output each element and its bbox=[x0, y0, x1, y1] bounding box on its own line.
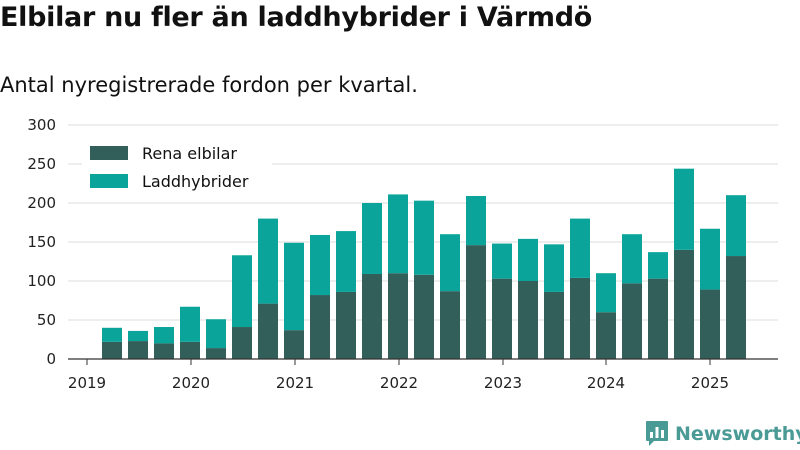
bar-rena-elbilar bbox=[310, 295, 330, 359]
bar-rena-elbilar bbox=[648, 278, 668, 359]
bar-rena-elbilar bbox=[492, 278, 512, 359]
bar-rena-elbilar bbox=[414, 274, 434, 359]
y-tick-label: 250 bbox=[27, 155, 56, 173]
brand-logo: Newsworthy bbox=[645, 420, 800, 448]
bar-laddhybrider bbox=[128, 330, 148, 342]
y-tick-label: 150 bbox=[27, 233, 56, 251]
bar-rena-elbilar bbox=[466, 245, 486, 359]
bar-rena-elbilar bbox=[362, 273, 382, 359]
bar-rena-elbilar bbox=[570, 277, 590, 359]
chart-subtitle: Antal nyregistrerade fordon per kvartal. bbox=[0, 73, 418, 97]
bar-rena-elbilar bbox=[596, 312, 616, 359]
y-tick-label: 300 bbox=[27, 116, 56, 134]
newsworthy-logo-icon bbox=[646, 421, 668, 446]
bar-laddhybrider bbox=[414, 200, 434, 275]
bar-rena-elbilar bbox=[258, 303, 278, 359]
bar-rena-elbilar bbox=[674, 249, 694, 359]
bar-laddhybrider bbox=[180, 306, 200, 342]
legend-swatch bbox=[90, 174, 128, 188]
x-tick-label: 2024 bbox=[587, 374, 625, 392]
y-axis-ticks: 0 50 100 150 200 250 300 bbox=[27, 116, 56, 368]
x-tick-label: 2023 bbox=[484, 374, 522, 392]
bar-laddhybrider bbox=[518, 238, 538, 281]
bar-rena-elbilar bbox=[388, 273, 408, 359]
bar-rena-elbilar bbox=[128, 341, 148, 359]
bar-laddhybrider bbox=[362, 203, 382, 274]
bar-laddhybrider bbox=[726, 195, 746, 257]
bar-rena-elbilar bbox=[284, 330, 304, 359]
bar-laddhybrider bbox=[466, 195, 486, 246]
bar-laddhybrider bbox=[440, 234, 460, 292]
bar-rena-elbilar bbox=[440, 291, 460, 359]
bar-laddhybrider bbox=[596, 273, 616, 313]
y-tick-label: 200 bbox=[27, 194, 56, 212]
bar-laddhybrider bbox=[388, 194, 408, 274]
bar-laddhybrider bbox=[544, 244, 564, 292]
bar-laddhybrider bbox=[258, 218, 278, 304]
x-tick-label: 2022 bbox=[380, 374, 418, 392]
x-axis-ticks: 2019 2020 2021 2022 2023 2024 2025 bbox=[68, 359, 729, 392]
legend-swatch bbox=[90, 146, 128, 160]
chart-title: Elbilar nu fler än laddhybrider i Värmdö bbox=[0, 2, 593, 33]
bar-rena-elbilar bbox=[544, 291, 564, 359]
bar-laddhybrider bbox=[492, 243, 512, 279]
bar-laddhybrider bbox=[674, 168, 694, 250]
x-tick-label: 2019 bbox=[68, 374, 106, 392]
bar-laddhybrider bbox=[284, 242, 304, 331]
bar-rena-elbilar bbox=[622, 283, 642, 359]
x-tick-label: 2020 bbox=[172, 374, 210, 392]
bar-laddhybrider bbox=[310, 234, 330, 296]
bar-rena-elbilar bbox=[232, 327, 252, 359]
bar-rena-elbilar bbox=[336, 291, 356, 359]
bar-laddhybrider bbox=[336, 231, 356, 292]
x-tick-label: 2025 bbox=[691, 374, 729, 392]
y-tick-label: 100 bbox=[27, 272, 56, 290]
bar-laddhybrider bbox=[700, 228, 720, 290]
brand-name: Newsworthy bbox=[675, 423, 800, 445]
legend: Rena elbilar Laddhybrider bbox=[82, 136, 272, 198]
bar-rena-elbilar bbox=[102, 341, 122, 359]
x-tick-label: 2021 bbox=[276, 374, 314, 392]
y-tick-label: 0 bbox=[46, 350, 56, 368]
bar-rena-elbilar bbox=[154, 343, 174, 359]
bars bbox=[102, 168, 746, 359]
bar-laddhybrider bbox=[648, 252, 668, 279]
bar-rena-elbilar bbox=[180, 341, 200, 359]
bar-laddhybrider bbox=[102, 327, 122, 342]
bar-laddhybrider bbox=[570, 218, 590, 278]
bar-laddhybrider bbox=[622, 234, 642, 284]
bar-laddhybrider bbox=[232, 255, 252, 328]
bar-rena-elbilar bbox=[726, 256, 746, 359]
bar-rena-elbilar bbox=[700, 289, 720, 359]
y-tick-label: 50 bbox=[37, 311, 56, 329]
bar-rena-elbilar bbox=[206, 348, 226, 359]
bar-laddhybrider bbox=[154, 327, 174, 344]
legend-label: Laddhybrider bbox=[142, 172, 249, 191]
bar-laddhybrider bbox=[206, 319, 226, 349]
bar-rena-elbilar bbox=[518, 281, 538, 359]
legend-label: Rena elbilar bbox=[142, 144, 237, 163]
